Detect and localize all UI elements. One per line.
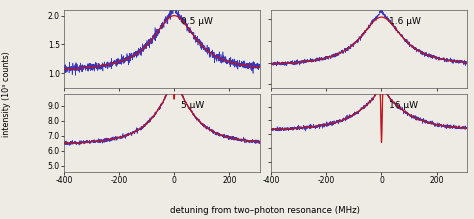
Text: detuning from two–photon resonance (MHz): detuning from two–photon resonance (MHz) [170, 206, 359, 215]
Text: 16 μW: 16 μW [389, 101, 418, 110]
Text: 1.6 μW: 1.6 μW [389, 17, 420, 26]
Text: 5 μW: 5 μW [182, 101, 205, 110]
Text: intensity (10³ counts): intensity (10³ counts) [2, 51, 11, 137]
Text: 0.5 μW: 0.5 μW [182, 17, 213, 26]
